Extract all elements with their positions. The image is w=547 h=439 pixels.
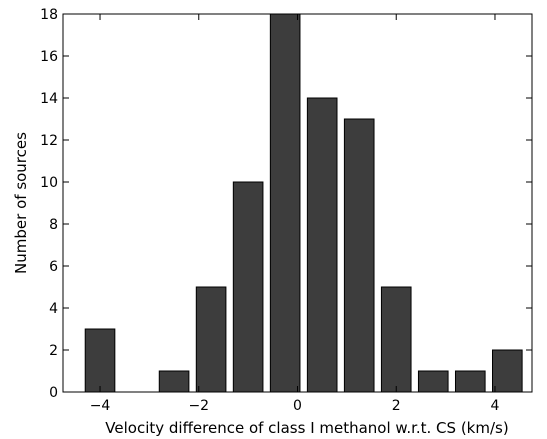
- x-tick-label: 4: [491, 398, 500, 414]
- y-tick-label: 4: [49, 301, 58, 317]
- bar: [306, 97, 338, 393]
- y-tick-label: 0: [49, 385, 58, 401]
- x-axis-ticks: −4 −2 0 2 4: [90, 14, 500, 414]
- y-axis-ticks: 0 2 4 6 8 10 12 14 16 18: [40, 7, 532, 401]
- bar: [417, 370, 449, 393]
- y-tick-label: 6: [49, 259, 58, 275]
- x-axis-label: Velocity difference of class I methanol …: [105, 419, 508, 437]
- y-tick-label: 18: [40, 7, 58, 23]
- bar: [454, 370, 486, 393]
- bar: [158, 370, 190, 393]
- x-tick-label: 0: [293, 398, 302, 414]
- y-tick-label: 16: [40, 49, 58, 65]
- bar: [492, 349, 523, 393]
- y-tick-label: 8: [49, 217, 58, 233]
- bar: [84, 328, 116, 393]
- bars-group: [84, 13, 523, 393]
- x-tick-label: 2: [392, 398, 401, 414]
- x-tick-label: −2: [188, 398, 209, 414]
- bar: [380, 286, 412, 393]
- bar: [269, 13, 301, 393]
- bar: [232, 181, 264, 393]
- bar: [195, 286, 227, 393]
- x-tick-label: −4: [90, 398, 111, 414]
- y-tick-label: 10: [40, 175, 58, 191]
- bar: [343, 118, 375, 393]
- y-axis-label: Number of sources: [12, 132, 30, 274]
- y-tick-label: 12: [40, 133, 58, 149]
- y-tick-label: 2: [49, 343, 58, 359]
- y-tick-label: 14: [40, 91, 58, 107]
